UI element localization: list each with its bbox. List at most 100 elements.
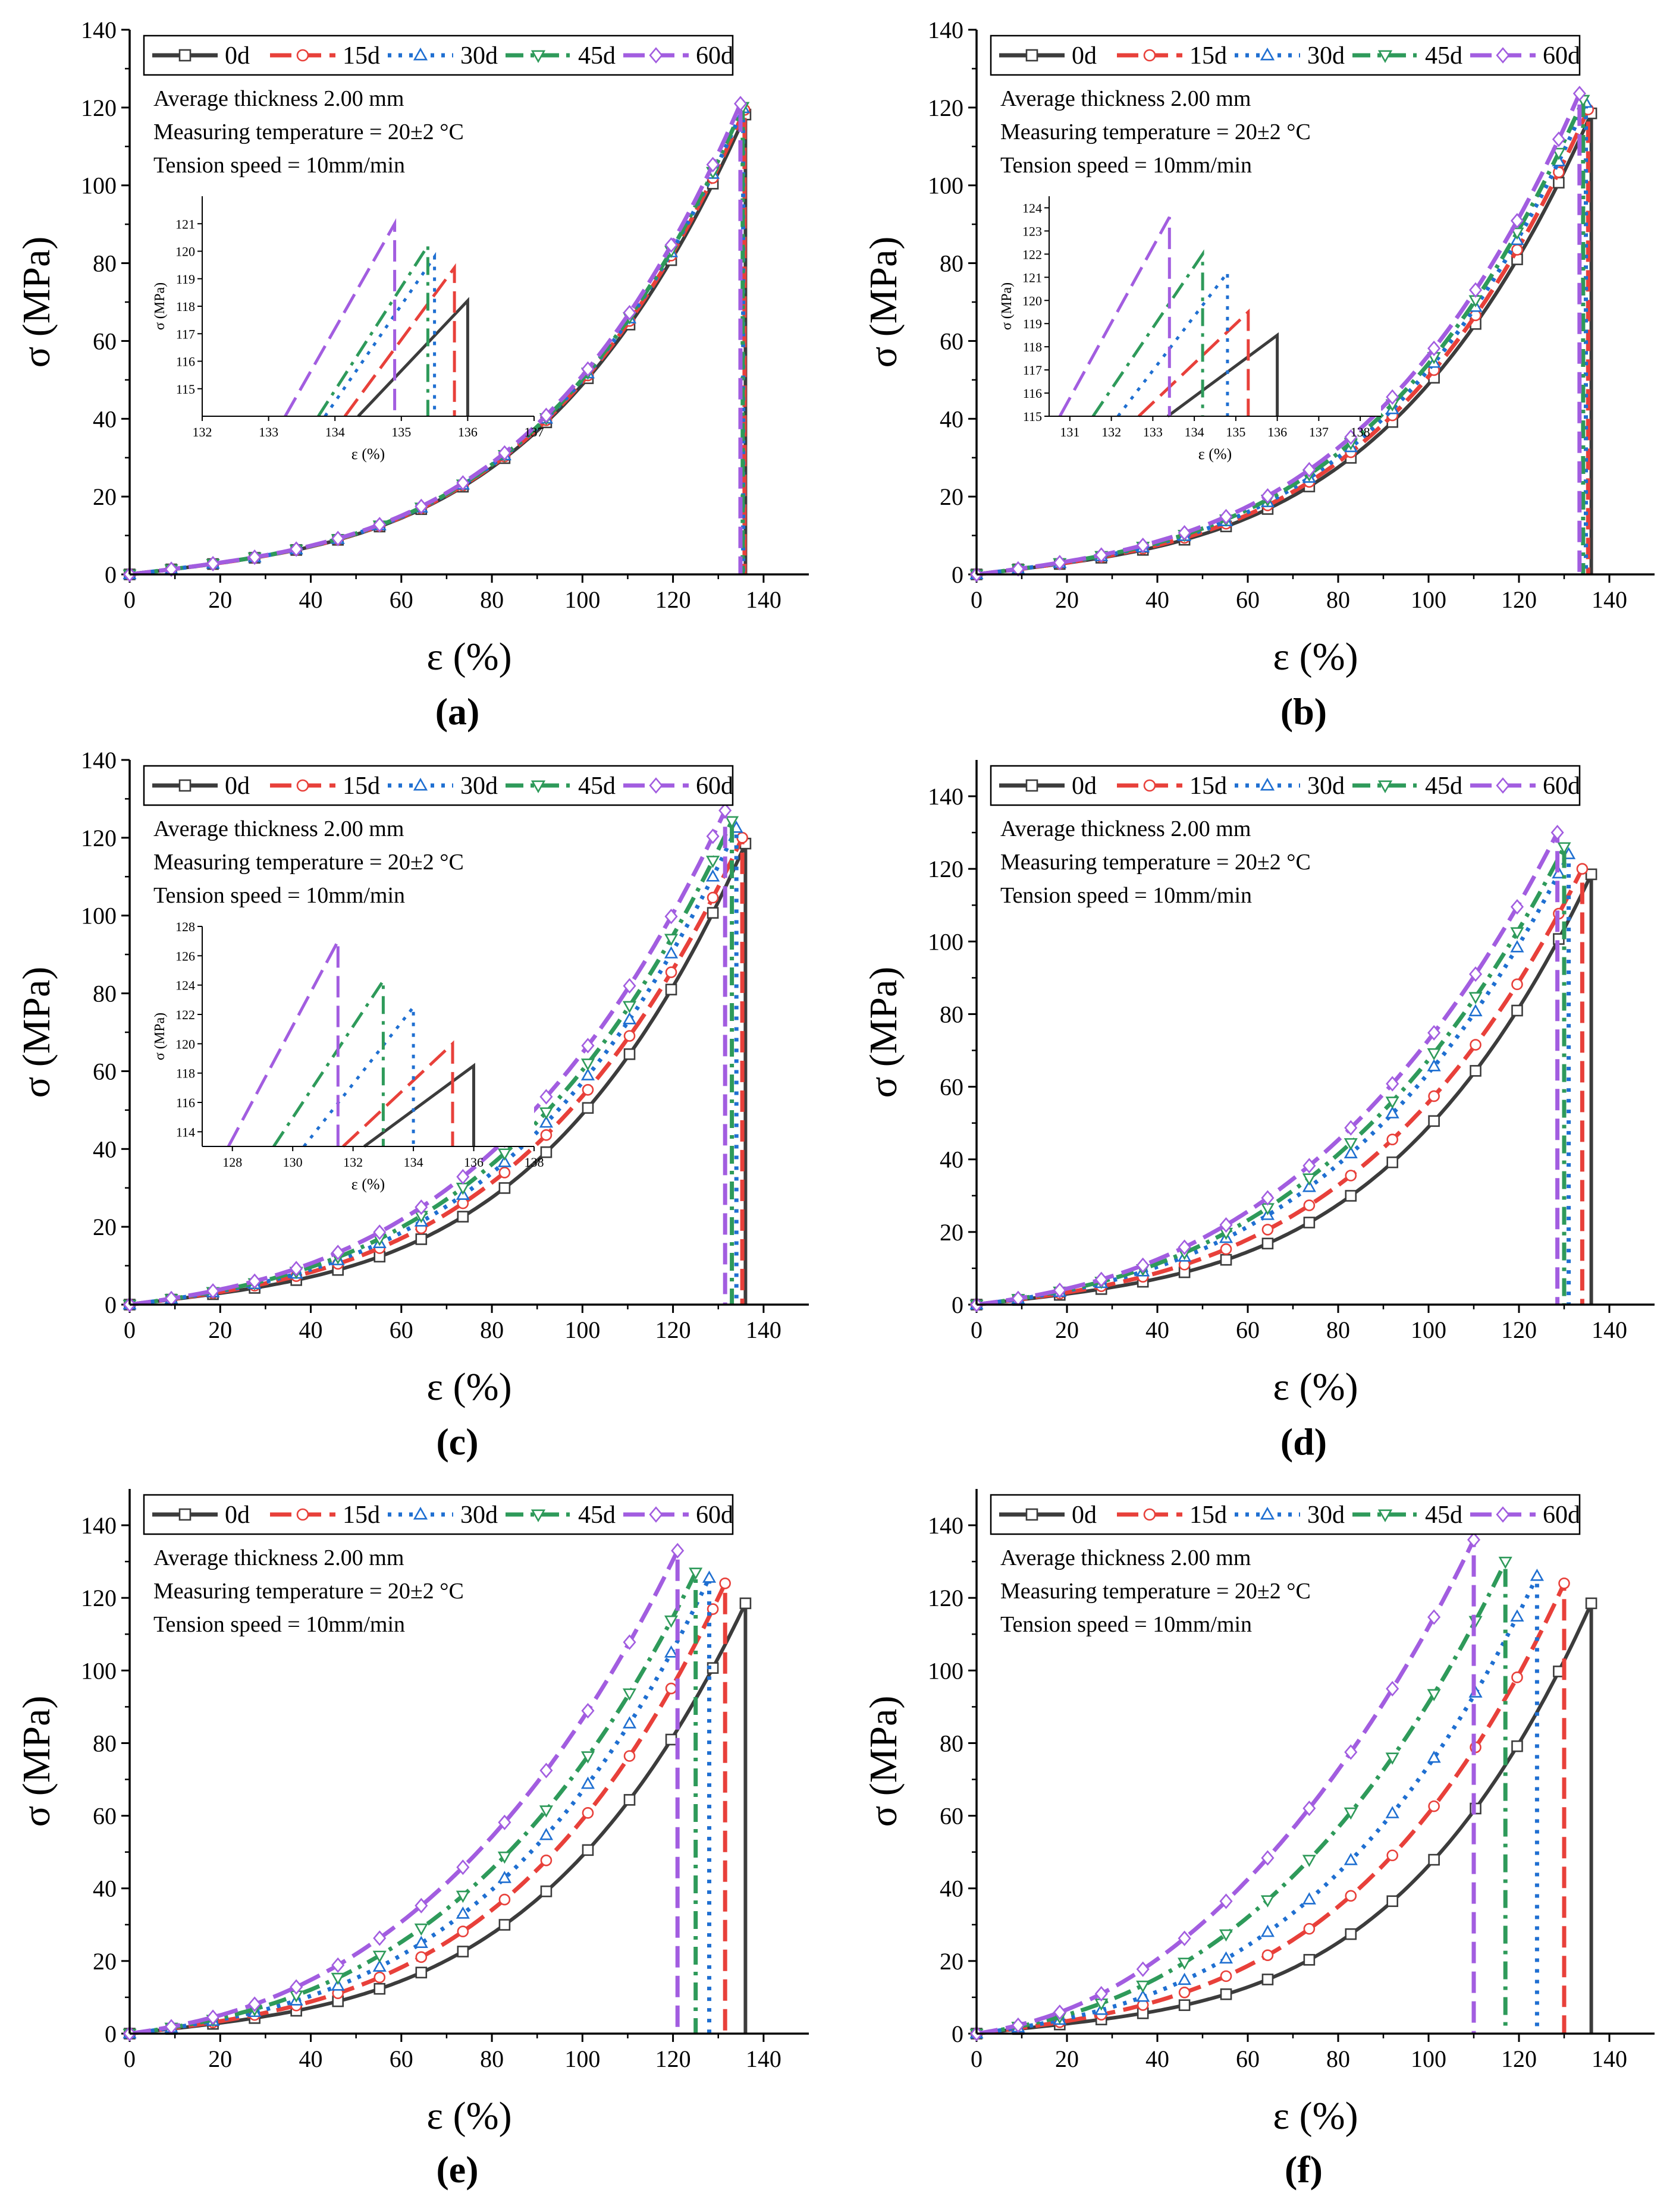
inset-y-tick-label: 119: [1023, 316, 1042, 331]
inset-y-tick-label: 124: [175, 978, 195, 993]
x-tick-label: 100: [564, 1316, 600, 1343]
series-marker-0d: [1220, 1988, 1232, 2000]
series-marker-30d: [1427, 1750, 1441, 1763]
x-tick-label: 80: [1326, 1316, 1350, 1343]
series-marker-60d: [290, 1979, 303, 1995]
y-axis-label: σ (MPa): [15, 237, 58, 368]
y-tick-label: 100: [928, 928, 963, 955]
y-tick-label: 0: [952, 1292, 963, 1318]
inset-x-tick-label: 133: [259, 425, 278, 439]
failure-point-45d: [724, 816, 739, 829]
legend-label-15d: 15d: [1189, 772, 1227, 800]
series-marker-60d: [1552, 131, 1565, 147]
series-marker-30d: [497, 1871, 511, 1883]
series-marker-15d: [1386, 1133, 1398, 1146]
x-axis-label: ε (%): [1273, 2094, 1358, 2138]
series-marker-0d: [623, 1048, 636, 1060]
series-line-45d: [129, 1570, 698, 2036]
inset-line-0d: [363, 1063, 475, 1148]
series-marker-0d: [1345, 1928, 1357, 1940]
inset-y-tick-label: 123: [1022, 224, 1042, 238]
chart-panel-d: 0 20 40 60 80 100 120 140 0 20 40 60 80 100 120 140 ε (%…: [862, 760, 1655, 1463]
x-tick-label: 120: [655, 1316, 691, 1343]
series-marker-45d: [1136, 1980, 1150, 1993]
x-tick-label: 20: [1055, 586, 1079, 613]
series-marker-60d: [1053, 1282, 1066, 1299]
series-marker-60d: [206, 2009, 220, 2025]
inset-y-tick-label: 118: [1023, 340, 1042, 354]
legend-marker-60d: [649, 777, 663, 794]
y-tick-label: 60: [940, 1803, 963, 1830]
x-tick-label: 60: [390, 1316, 413, 1343]
x-tick-label: 0: [124, 586, 136, 613]
series-marker-60d: [290, 541, 303, 557]
legend-marker-30d: [413, 48, 428, 61]
series-marker-60d: [1427, 1609, 1441, 1625]
panel-label: (b): [1280, 690, 1327, 733]
series-marker-30d: [1219, 1951, 1233, 1964]
series-marker-60d: [498, 445, 511, 461]
legend-marker-0d: [178, 1508, 192, 1521]
inset-y-tick-label: 120: [175, 244, 195, 259]
series-marker-0d: [1511, 1740, 1523, 1752]
legend-marker-0d: [178, 779, 192, 792]
series-marker-45d: [622, 1688, 637, 1701]
series-marker-0d: [457, 1946, 469, 1958]
inset-line-30d: [324, 252, 437, 417]
inset-line-15d: [343, 263, 456, 417]
series-marker-15d: [582, 1083, 594, 1096]
series-marker-30d: [1510, 1609, 1524, 1622]
legend-label-0d: 0d: [1072, 1501, 1097, 1529]
series-marker-15d: [1428, 1090, 1440, 1102]
annotation-line: Tension speed = 10mm/min: [1000, 883, 1252, 908]
y-tick-label: 140: [928, 17, 963, 43]
series-marker-60d: [456, 475, 470, 491]
inset-y-tick-label: 116: [176, 1095, 195, 1110]
legend: 0d 15d 30d 45d 60d: [143, 1494, 734, 1535]
inset-y-tick-label: 122: [175, 1007, 195, 1022]
legend-marker-0d: [1025, 779, 1038, 792]
legend-label-60d: 60d: [696, 1501, 733, 1529]
series-marker-60d: [1386, 389, 1399, 405]
series-marker-45d: [456, 1890, 470, 1903]
legend-label-45d: 45d: [578, 772, 616, 800]
inset-x-tick-label: 134: [404, 1155, 423, 1170]
series-marker-60d: [1219, 1217, 1233, 1233]
series-marker-30d: [622, 1716, 637, 1729]
y-tick-label: 140: [81, 17, 117, 43]
series-marker-0d: [707, 907, 719, 919]
series-marker-0d: [415, 1233, 428, 1245]
series-marker-15d: [665, 966, 677, 978]
y-tick-label: 20: [940, 483, 963, 510]
series-marker-60d: [331, 530, 345, 546]
series-marker-60d: [1261, 1850, 1275, 1866]
series-marker-60d: [290, 1261, 303, 1277]
x-tick-label: 100: [1411, 586, 1446, 613]
inset-x-axis-label: ε (%): [1198, 445, 1232, 463]
inset-background: [202, 196, 534, 416]
series-marker-15d: [665, 1682, 677, 1695]
series-marker-60d: [1427, 340, 1441, 356]
series-marker-60d: [1344, 1744, 1358, 1760]
series-marker-0d: [498, 1182, 511, 1194]
series-line-0d: [129, 1601, 748, 2035]
x-tick-label: 100: [564, 2046, 600, 2072]
series-marker-45d: [1219, 1929, 1233, 1942]
chart-panel-b: 0 20 40 60 80 100 120 140 0 20 40 60 80 100 120 140 ε (%…: [862, 17, 1655, 733]
series-marker-60d: [1178, 525, 1191, 541]
x-tick-label: 20: [1055, 1316, 1079, 1343]
series-marker-60d: [581, 1702, 595, 1719]
series-marker-30d: [622, 1012, 637, 1025]
legend-label-15d: 15d: [1189, 1501, 1227, 1529]
series-marker-45d: [1260, 1895, 1275, 1908]
series-line-15d: [976, 866, 1584, 1307]
annotation-line: Measuring temperature = 20±2 °C: [153, 1579, 464, 1604]
series-marker-15d: [707, 1603, 719, 1615]
series-marker-0d: [373, 1982, 386, 1995]
series-marker-60d: [331, 1957, 345, 1973]
series-marker-15d: [373, 1971, 386, 1984]
series-marker-15d: [1261, 1949, 1274, 1962]
inset-x-tick-label: 130: [283, 1155, 303, 1170]
x-tick-label: 20: [1055, 2046, 1079, 2072]
legend: 0d 15d 30d 45d 60d: [143, 765, 734, 806]
